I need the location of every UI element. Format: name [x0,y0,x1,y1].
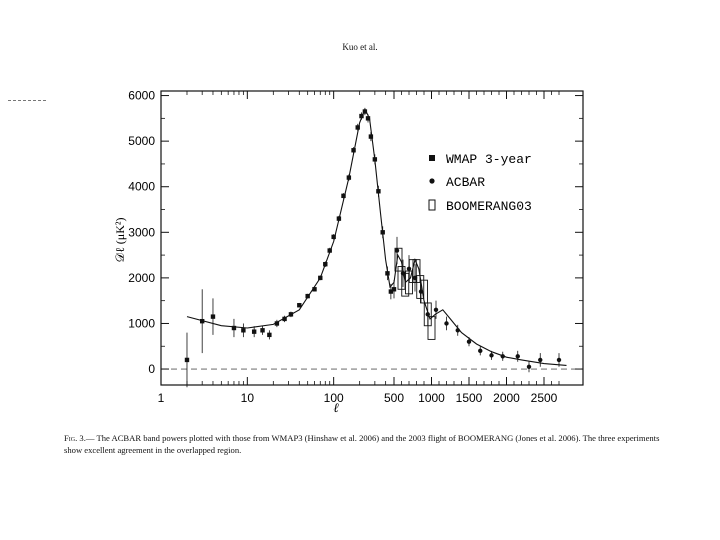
wmap-point [210,314,216,319]
page-header: Kuo et al. [342,42,378,52]
wmap-point [312,287,317,292]
legend-entry: ACBAR [446,175,485,190]
wmap-point [327,248,332,253]
y-tick-label: 5000 [128,134,155,148]
acbar-point [500,354,505,359]
legend-wmap-marker [429,155,435,161]
y-tick-label: 1000 [128,316,155,330]
acbar-point [425,312,430,317]
wmap-point [380,230,385,235]
boomerang-point [394,247,403,272]
acbar-point [433,307,439,312]
y-tick-label: 0 [148,362,155,376]
wmap-point [251,329,257,334]
x-tick-label: 2000 [493,391,520,405]
acbar-point [515,354,520,359]
x-tick-label: 100 [324,391,344,405]
wmap-point [331,234,336,240]
wmap-point [341,193,346,199]
wmap-point [355,125,360,130]
wmap-point [260,328,265,333]
x-tick-label: 2500 [531,391,558,405]
wmap-point [323,262,328,267]
x-tick-label: 1 [158,391,165,405]
wmap-point [391,287,397,292]
wmap-point [372,157,378,162]
wmap-point [267,332,272,338]
caption-label: Fig. 3.— [64,433,95,443]
wmap-point [305,293,310,299]
wmap-point [368,134,374,139]
wmap-point [231,325,237,331]
legend-entry: WMAP 3-year [446,152,532,167]
scan-artifact [8,100,46,101]
wmap-point [346,175,352,180]
acbar-point [538,357,543,363]
acbar-point [478,348,483,354]
acbar-point [444,321,449,326]
x-tick-label: 10 [241,391,255,405]
acbar-point [418,289,424,294]
acbar-point [556,357,562,363]
x-tick-label: 1500 [456,391,483,405]
wmap-point [351,148,356,153]
figure-caption: Fig. 3.— The ACBAR band powers plotted w… [64,432,664,456]
wmap-point [282,316,287,322]
y-tick-label: 2000 [128,271,155,285]
wmap-point [385,271,390,276]
wmap-point [297,303,302,308]
y-tick-label: 4000 [128,180,155,194]
theory-curve [186,107,567,366]
acbar-point [489,353,494,358]
wmap-point [241,328,246,333]
y-tick-label: 3000 [128,225,155,239]
x-axis-label: ℓ [333,400,339,415]
wmap-point [199,318,205,324]
acbar-point [455,328,460,333]
wmap-point [376,189,381,194]
wmap-point [359,113,364,119]
y-tick-label: 6000 [128,89,155,103]
plot-frame [160,90,584,386]
legend-entry: BOOMERANG03 [446,199,532,214]
acbar-point [526,364,532,369]
wmap-point [362,109,368,114]
boomerang-point [427,316,436,340]
wmap-point [388,289,394,294]
x-tick-label: 500 [384,391,404,405]
wmap-point [336,216,342,221]
y-axis-label: 𝒟ℓ (μK²) [113,217,127,262]
legend-boomerang-marker [428,199,436,211]
wmap-point [365,116,371,121]
acbar-point [466,339,472,344]
wmap-point [184,357,190,363]
legend-acbar-marker [429,178,435,184]
wmap-point [318,275,323,281]
wmap-point [274,321,280,326]
caption-text: The ACBAR band powers plotted with those… [64,433,660,455]
wmap-point [288,312,294,317]
x-tick-label: 1000 [418,391,445,405]
acbar-point [394,248,400,253]
